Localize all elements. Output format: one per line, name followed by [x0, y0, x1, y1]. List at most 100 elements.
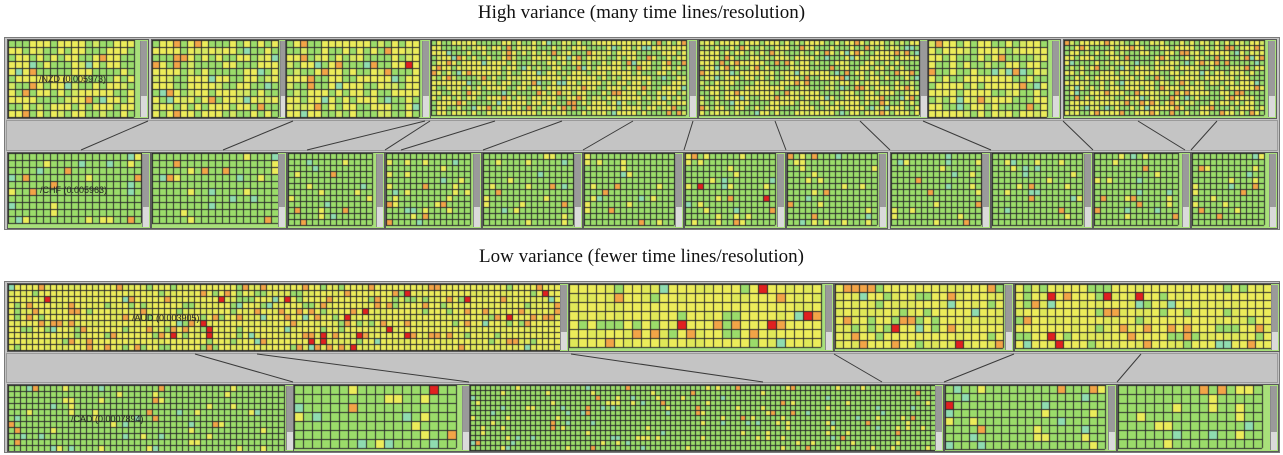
heatmap-panel[interactable]	[568, 283, 834, 352]
scrollbar-thumb[interactable]	[1271, 386, 1277, 432]
scrollbar-thumb[interactable]	[676, 154, 682, 207]
scrollbar-thumb[interactable]	[921, 41, 927, 96]
panel-scrollbar[interactable]	[1271, 285, 1278, 350]
heatmap-panel[interactable]	[151, 152, 287, 229]
panel-scrollbar[interactable]	[278, 154, 285, 227]
panel-scrollbar[interactable]	[1108, 386, 1115, 450]
scrollbar-thumb[interactable]	[281, 41, 287, 96]
heatmap-panel[interactable]	[293, 384, 471, 452]
alignment-link-line	[943, 353, 1015, 383]
heatmap-grid	[945, 385, 1108, 451]
heatmap-panel[interactable]: /NZD (0.005973)	[7, 39, 149, 119]
heatmap-grid	[835, 284, 1005, 351]
alignment-link-line	[80, 120, 149, 151]
panel-scrollbar[interactable]	[879, 154, 886, 227]
scrollbar-thumb[interactable]	[575, 154, 581, 207]
scrollbar-thumb[interactable]	[463, 386, 469, 432]
panel-scrollbar[interactable]	[376, 154, 383, 227]
panel-scrollbar[interactable]	[982, 154, 989, 227]
scrollbar-thumb[interactable]	[1053, 41, 1059, 96]
heatmap-panel[interactable]	[469, 384, 944, 452]
alignment-link-line	[833, 353, 883, 383]
panel-scrollbar[interactable]	[286, 386, 293, 450]
heatmap-panel[interactable]	[944, 384, 1117, 452]
heatmap-panel[interactable]	[287, 152, 385, 229]
scrollbar-thumb[interactable]	[778, 154, 784, 207]
panel-scrollbar[interactable]	[1268, 41, 1275, 117]
panel-scrollbar[interactable]	[1005, 285, 1012, 350]
heatmap-panel[interactable]	[385, 152, 482, 229]
panel-scrollbar[interactable]	[142, 154, 149, 227]
heatmap-grid	[286, 40, 422, 118]
heatmap-panel[interactable]	[1014, 283, 1280, 352]
panel-scrollbar[interactable]	[560, 285, 567, 350]
panel-scrollbar[interactable]	[935, 386, 942, 450]
scrollbar-thumb[interactable]	[474, 154, 480, 207]
scrollbar-thumb[interactable]	[279, 154, 285, 207]
heatmap-grid	[8, 40, 140, 118]
panel-scrollbar[interactable]	[675, 154, 682, 227]
heatmap-grid	[1064, 40, 1268, 118]
scrollbar-thumb[interactable]	[377, 154, 383, 207]
panel-scrollbar[interactable]	[462, 386, 469, 450]
scrollbar-thumb[interactable]	[1006, 285, 1012, 332]
heatmap-panel[interactable]	[1093, 152, 1191, 229]
heatmap-panel[interactable]	[151, 39, 289, 119]
panel-scrollbar[interactable]	[473, 154, 480, 227]
panel-scrollbar[interactable]	[1052, 41, 1059, 117]
heatmap-panel[interactable]: /CAD (0.0007894)	[7, 384, 295, 452]
heatmap-panel[interactable]	[684, 152, 786, 229]
alignment-link-line	[1116, 353, 1142, 383]
heatmap-panel[interactable]	[482, 152, 583, 229]
heatmap-panel[interactable]	[991, 152, 1093, 229]
alignment-link-line	[922, 120, 992, 151]
heatmap-panel[interactable]	[285, 39, 431, 119]
heatmap-panel[interactable]	[698, 39, 929, 119]
scrollbar-thumb[interactable]	[936, 386, 942, 432]
low-variance-links	[5, 352, 1279, 384]
scrollbar-thumb[interactable]	[880, 154, 886, 207]
panel-scrollbar[interactable]	[280, 41, 287, 117]
alignment-link-line	[194, 353, 294, 383]
heatmap-panel[interactable]	[1117, 384, 1279, 452]
scrollbar-thumb[interactable]	[1270, 154, 1276, 207]
panel-scrollbar[interactable]	[825, 285, 832, 350]
scrollbar-thumb[interactable]	[1269, 41, 1275, 96]
scrollbar-thumb[interactable]	[1085, 154, 1091, 207]
panel-scrollbar[interactable]	[140, 41, 147, 117]
heatmap-panel[interactable]: /CHF (0.005963)	[7, 152, 151, 229]
scrollbar-thumb[interactable]	[287, 386, 293, 432]
panel-scrollbar[interactable]	[920, 41, 927, 117]
panel-scrollbar[interactable]	[422, 41, 429, 117]
panel-scrollbar[interactable]	[1182, 154, 1189, 227]
heatmap-panel[interactable]	[834, 283, 1014, 352]
heatmap-panel[interactable]	[786, 152, 888, 229]
panel-scrollbar[interactable]	[777, 154, 784, 227]
heatmap-panel[interactable]	[1191, 152, 1278, 229]
heatmap-panel[interactable]	[430, 39, 698, 119]
scrollbar-thumb[interactable]	[983, 154, 989, 207]
scrollbar-thumb[interactable]	[1183, 154, 1189, 207]
heatmap-panel[interactable]	[927, 39, 1061, 119]
scrollbar-thumb[interactable]	[1272, 285, 1278, 332]
scrollbar-thumb[interactable]	[141, 41, 147, 96]
heatmap-panel[interactable]	[1063, 39, 1277, 119]
scrollbar-thumb[interactable]	[423, 41, 429, 96]
panel-scrollbar[interactable]	[574, 154, 581, 227]
scrollbar-thumb[interactable]	[143, 154, 149, 207]
heatmap-grid	[288, 153, 376, 228]
panel-scrollbar[interactable]	[1269, 154, 1276, 227]
panel-scrollbar[interactable]	[1084, 154, 1091, 227]
heatmap-panel[interactable]: /AUD (0.003905)	[7, 283, 569, 352]
heatmap-grid	[483, 153, 574, 228]
heatmap-grid	[386, 153, 473, 228]
scrollbar-thumb[interactable]	[561, 285, 567, 332]
panel-scrollbar[interactable]	[1270, 386, 1277, 450]
heatmap-panel[interactable]	[583, 152, 684, 229]
scrollbar-thumb[interactable]	[1109, 386, 1115, 432]
scrollbar-thumb[interactable]	[690, 41, 696, 96]
heatmap-panel[interactable]	[890, 152, 991, 229]
scrollbar-thumb[interactable]	[826, 285, 832, 332]
alignment-link-line	[1190, 120, 1218, 151]
panel-scrollbar[interactable]	[689, 41, 696, 117]
